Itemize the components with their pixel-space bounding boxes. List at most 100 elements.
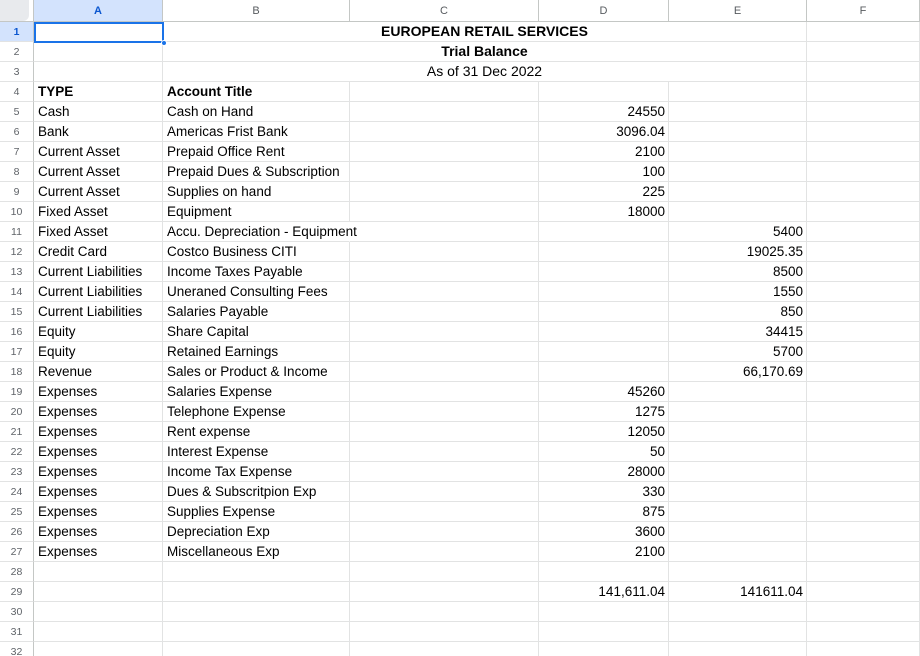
cell-A12[interactable]: Credit Card (34, 242, 163, 262)
cell-C10[interactable] (350, 202, 539, 222)
cell-C27[interactable] (350, 542, 539, 562)
cell-A16[interactable]: Equity (34, 322, 163, 342)
row-header-9[interactable]: 9 (0, 182, 34, 202)
cell-F16[interactable] (807, 322, 920, 342)
cell-D18[interactable] (539, 362, 669, 382)
cell-B31[interactable] (163, 622, 350, 642)
row-header-19[interactable]: 19 (0, 382, 34, 402)
cell-A2[interactable] (34, 42, 163, 62)
cell-A26[interactable]: Expenses (34, 522, 163, 542)
row-header-21[interactable]: 21 (0, 422, 34, 442)
row-header-24[interactable]: 24 (0, 482, 34, 502)
cell-B11[interactable]: Accu. Depreciation - Equipment (163, 222, 357, 242)
cell-C20[interactable] (350, 402, 539, 422)
cell-F11[interactable] (807, 222, 920, 242)
cell-F32[interactable] (807, 642, 920, 656)
cell-E32[interactable] (669, 642, 807, 656)
cell-A11[interactable]: Fixed Asset (34, 222, 163, 242)
title-cell-B2[interactable]: Trial Balance (163, 42, 807, 62)
cell-B30[interactable] (163, 602, 350, 622)
cell-E27[interactable] (669, 542, 807, 562)
cell-E22[interactable] (669, 442, 807, 462)
cell-F3[interactable] (807, 62, 920, 82)
cell-F24[interactable] (807, 482, 920, 502)
fill-handle[interactable] (161, 40, 167, 46)
row-header-8[interactable]: 8 (0, 162, 34, 182)
cell-E12[interactable]: 19025.35 (669, 242, 807, 262)
row-header-12[interactable]: 12 (0, 242, 34, 262)
cell-A4[interactable]: TYPE (34, 82, 163, 102)
cell-E7[interactable] (669, 142, 807, 162)
select-all-button[interactable] (0, 0, 34, 22)
cell-D10[interactable]: 18000 (539, 202, 669, 222)
cell-B27[interactable]: Miscellaneous Exp (163, 542, 350, 562)
cell-B4[interactable]: Account Title (163, 82, 350, 102)
cell-A32[interactable] (34, 642, 163, 656)
cell-A29[interactable] (34, 582, 163, 602)
cell-A8[interactable]: Current Asset (34, 162, 163, 182)
cell-D15[interactable] (539, 302, 669, 322)
cell-C18[interactable] (350, 362, 539, 382)
cell-C23[interactable] (350, 462, 539, 482)
cell-C26[interactable] (350, 522, 539, 542)
cell-A13[interactable]: Current Liabilities (34, 262, 163, 282)
cell-A27[interactable]: Expenses (34, 542, 163, 562)
row-header-31[interactable]: 31 (0, 622, 34, 642)
cell-D30[interactable] (539, 602, 669, 622)
row-header-22[interactable]: 22 (0, 442, 34, 462)
cell-D16[interactable] (539, 322, 669, 342)
cell-F13[interactable] (807, 262, 920, 282)
cell-E18[interactable]: 66,170.69 (669, 362, 807, 382)
cell-C31[interactable] (350, 622, 539, 642)
row-header-1[interactable]: 1 (0, 22, 34, 42)
cell-A18[interactable]: Revenue (34, 362, 163, 382)
cell-C28[interactable] (350, 562, 539, 582)
cell-C29[interactable] (350, 582, 539, 602)
cell-E30[interactable] (669, 602, 807, 622)
cell-B22[interactable]: Interest Expense (163, 442, 350, 462)
column-header-F[interactable]: F (807, 0, 920, 22)
cell-C5[interactable] (350, 102, 539, 122)
cell-B5[interactable]: Cash on Hand (163, 102, 350, 122)
cell-F15[interactable] (807, 302, 920, 322)
cell-C16[interactable] (350, 322, 539, 342)
cell-F8[interactable] (807, 162, 920, 182)
column-header-D[interactable]: D (539, 0, 669, 22)
cell-E9[interactable] (669, 182, 807, 202)
row-header-16[interactable]: 16 (0, 322, 34, 342)
cell-B26[interactable]: Depreciation Exp (163, 522, 350, 542)
cell-B16[interactable]: Share Capital (163, 322, 350, 342)
cell-F30[interactable] (807, 602, 920, 622)
row-header-2[interactable]: 2 (0, 42, 34, 62)
cell-E31[interactable] (669, 622, 807, 642)
cell-C32[interactable] (350, 642, 539, 656)
row-header-32[interactable]: 32 (0, 642, 34, 656)
row-header-23[interactable]: 23 (0, 462, 34, 482)
cell-C21[interactable] (350, 422, 539, 442)
cell-A9[interactable]: Current Asset (34, 182, 163, 202)
row-header-7[interactable]: 7 (0, 142, 34, 162)
row-header-11[interactable]: 11 (0, 222, 34, 242)
cell-A7[interactable]: Current Asset (34, 142, 163, 162)
cell-C17[interactable] (350, 342, 539, 362)
row-header-18[interactable]: 18 (0, 362, 34, 382)
cell-C7[interactable] (350, 142, 539, 162)
cell-A30[interactable] (34, 602, 163, 622)
cell-B28[interactable] (163, 562, 350, 582)
row-header-17[interactable]: 17 (0, 342, 34, 362)
cell-E8[interactable] (669, 162, 807, 182)
cell-D23[interactable]: 28000 (539, 462, 669, 482)
cell-A6[interactable]: Bank (34, 122, 163, 142)
cell-B24[interactable]: Dues & Subscritpion Exp (163, 482, 350, 502)
cell-C6[interactable] (350, 122, 539, 142)
cell-E26[interactable] (669, 522, 807, 542)
cell-F7[interactable] (807, 142, 920, 162)
cell-D22[interactable]: 50 (539, 442, 669, 462)
cell-B15[interactable]: Salaries Payable (163, 302, 350, 322)
cell-D25[interactable]: 875 (539, 502, 669, 522)
cell-E29[interactable]: 141611.04 (669, 582, 807, 602)
cell-F19[interactable] (807, 382, 920, 402)
cell-E24[interactable] (669, 482, 807, 502)
cell-B21[interactable]: Rent expense (163, 422, 350, 442)
row-header-10[interactable]: 10 (0, 202, 34, 222)
